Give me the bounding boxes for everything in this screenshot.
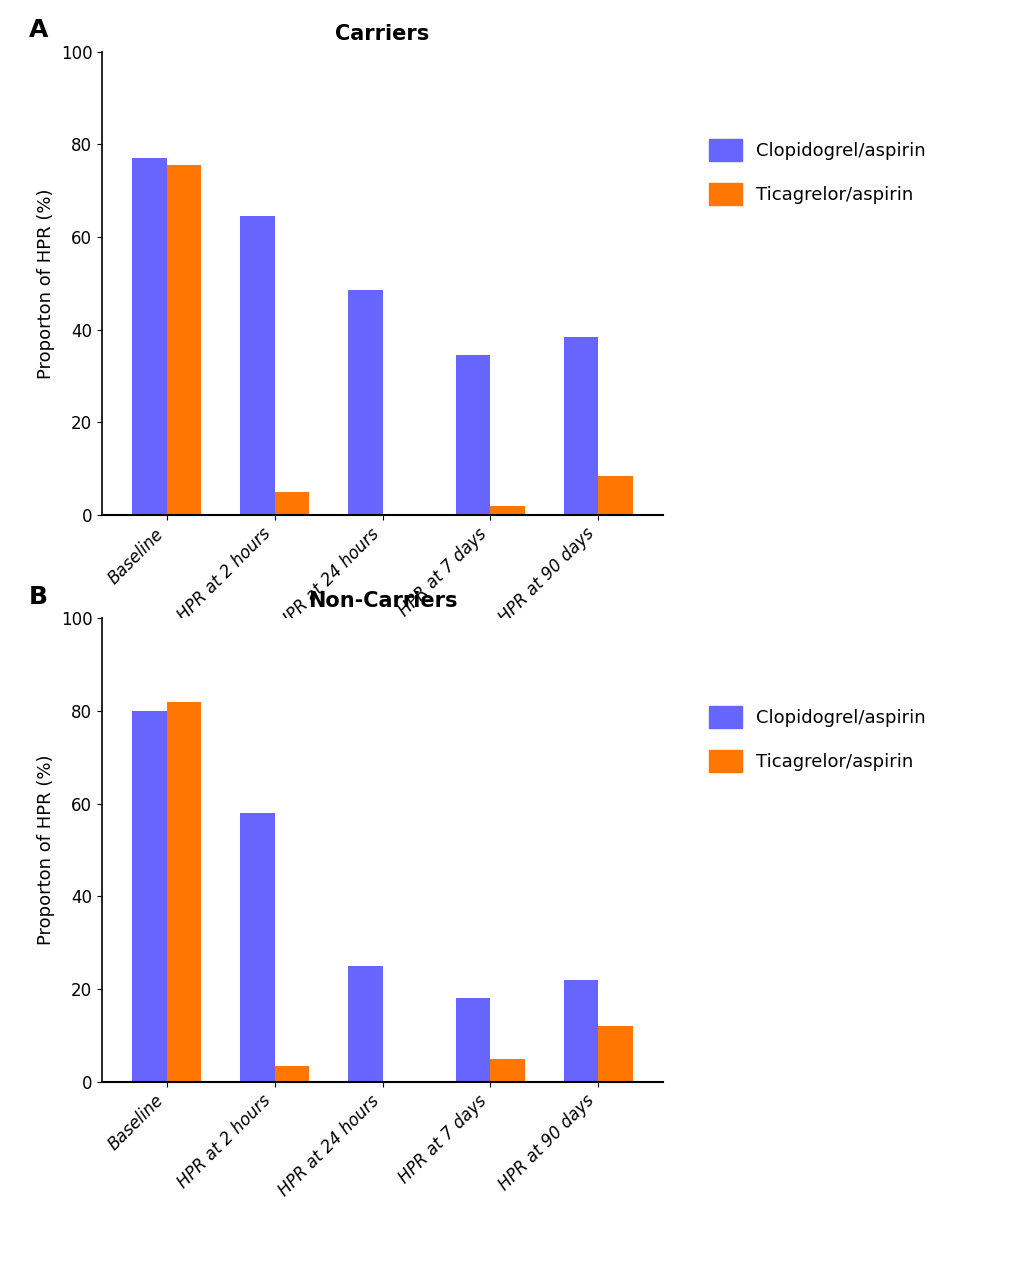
Title: Non-Carriers: Non-Carriers — [308, 591, 457, 611]
Title: Carriers: Carriers — [335, 24, 429, 44]
Bar — [166, 702, 201, 1082]
Bar — [132, 158, 166, 515]
Legend: Clopidogrel/aspirin, Ticagrelor/aspirin: Clopidogrel/aspirin, Ticagrelor/aspirin — [699, 130, 933, 214]
Bar — [274, 492, 309, 515]
Bar — [490, 1059, 525, 1082]
Text: A: A — [29, 18, 48, 43]
Bar — [455, 355, 490, 515]
Bar — [564, 336, 598, 515]
Bar — [598, 475, 632, 515]
Y-axis label: Proporton of HPR (%): Proporton of HPR (%) — [37, 188, 55, 379]
Bar — [455, 998, 490, 1082]
Bar — [564, 980, 598, 1082]
Bar — [347, 966, 382, 1082]
Bar — [132, 711, 166, 1082]
Bar — [239, 813, 274, 1082]
Bar — [347, 290, 382, 515]
Y-axis label: Proporton of HPR (%): Proporton of HPR (%) — [37, 755, 55, 945]
Text: B: B — [29, 585, 48, 609]
Bar — [239, 216, 274, 515]
Legend: Clopidogrel/aspirin, Ticagrelor/aspirin: Clopidogrel/aspirin, Ticagrelor/aspirin — [699, 697, 933, 781]
Bar — [598, 1027, 632, 1082]
Bar — [490, 506, 525, 515]
Bar — [166, 165, 201, 515]
Bar — [274, 1065, 309, 1082]
